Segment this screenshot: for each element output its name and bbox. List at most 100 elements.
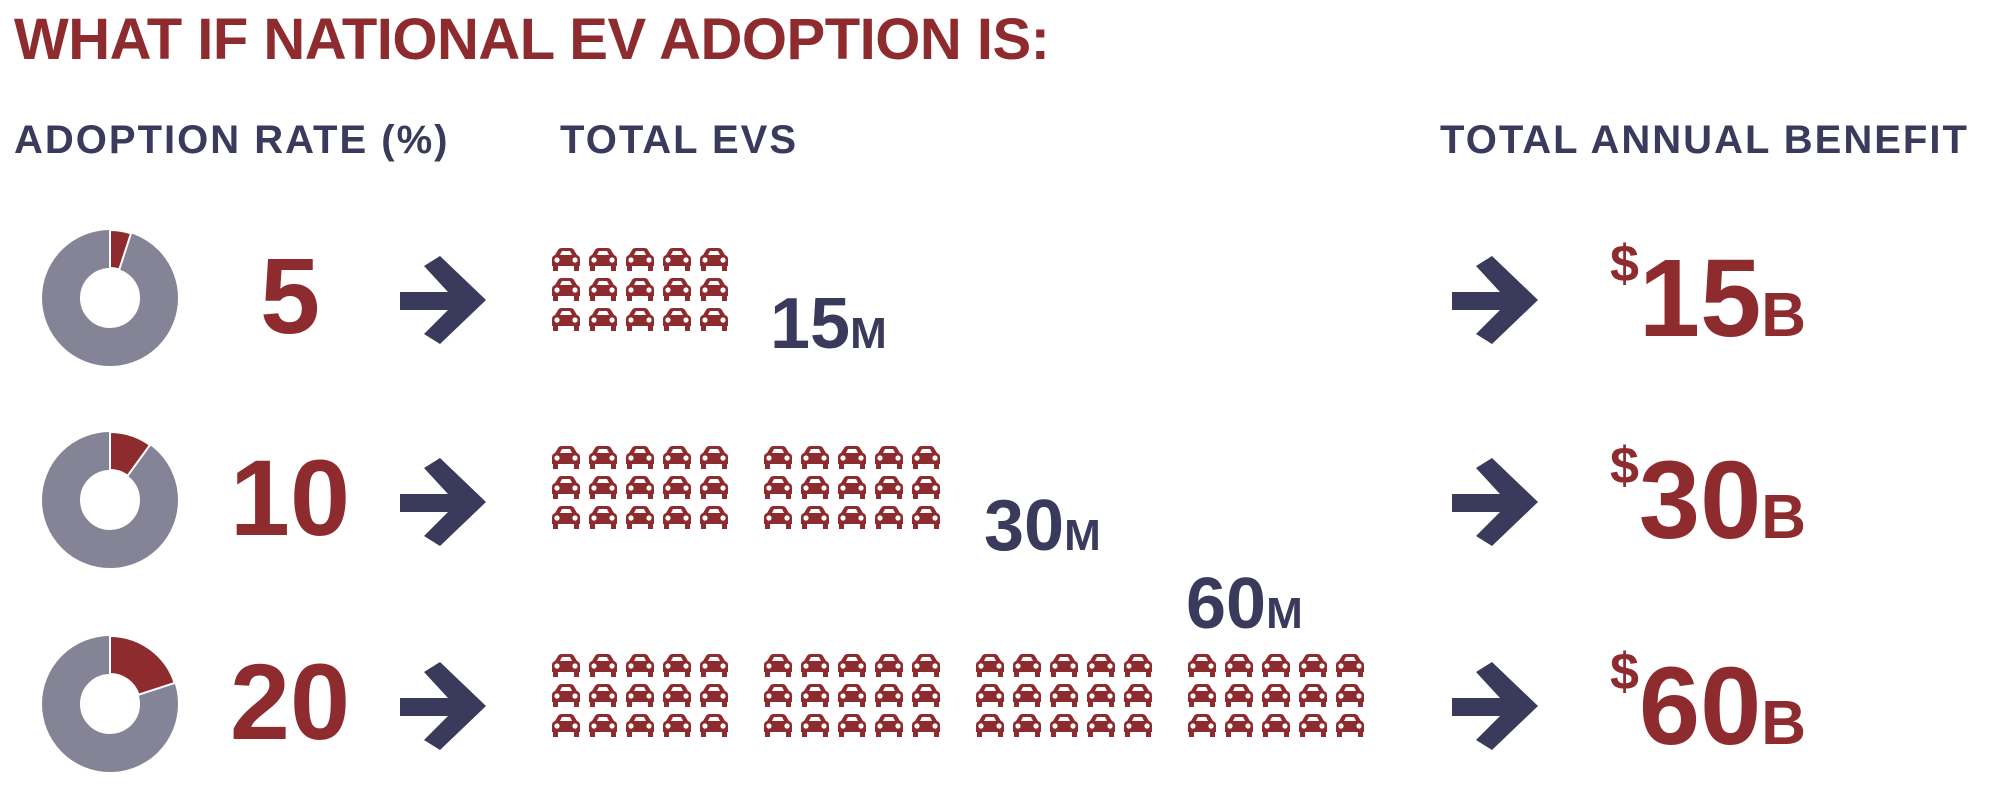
- car-icon: [626, 506, 654, 529]
- total-benefit-value: $15B: [1610, 235, 1807, 360]
- car-icon: [626, 684, 654, 707]
- car-icon: [700, 476, 728, 499]
- car-icon: [764, 446, 792, 469]
- car-icon: [875, 446, 903, 469]
- car-icon: [700, 446, 728, 469]
- car-icon-grid: [552, 654, 1364, 737]
- car-icon: [1299, 654, 1327, 677]
- car-icon: [1124, 654, 1152, 677]
- total-evs-value: 30M: [984, 486, 1101, 566]
- car-group: [764, 446, 940, 529]
- car-icon: [838, 684, 866, 707]
- right-arrow-icon: [400, 256, 486, 344]
- car-icon: [1124, 714, 1152, 737]
- car-icon: [589, 506, 617, 529]
- car-icon: [626, 308, 654, 331]
- car-icon: [912, 506, 940, 529]
- car-icon: [663, 446, 691, 469]
- car-icon: [552, 684, 580, 707]
- donut-chart-icon: [42, 634, 178, 772]
- car-icon: [1336, 684, 1364, 707]
- car-icon: [764, 506, 792, 529]
- car-icon: [626, 278, 654, 301]
- car-icon: [764, 714, 792, 737]
- car-icon: [912, 684, 940, 707]
- car-group: [552, 446, 728, 529]
- car-icon: [838, 446, 866, 469]
- car-icon: [1299, 714, 1327, 737]
- page-title: WHAT IF NATIONAL EV ADOPTION IS:: [14, 7, 1050, 72]
- car-icon: [626, 714, 654, 737]
- header-total-evs: TOTAL EVS: [560, 118, 799, 162]
- car-icon: [1188, 684, 1216, 707]
- car-icon: [976, 654, 1004, 677]
- total-evs-value: 15M: [770, 284, 887, 364]
- car-icon: [589, 308, 617, 331]
- car-icon: [1013, 714, 1041, 737]
- total-benefit-value: $30B: [1610, 437, 1807, 562]
- car-icon: [700, 308, 728, 331]
- car-group: [764, 654, 940, 737]
- car-icon: [838, 506, 866, 529]
- scenario-row-10: 10 30M $30B: [0, 424, 1990, 584]
- car-icon: [552, 248, 580, 271]
- car-icon: [589, 248, 617, 271]
- car-icon: [552, 446, 580, 469]
- car-icon: [801, 446, 829, 469]
- donut-adoption-slice: [109, 634, 176, 696]
- car-icon: [552, 506, 580, 529]
- car-icon: [1262, 684, 1290, 707]
- car-group: [552, 248, 728, 331]
- car-icon-grid: [552, 248, 728, 331]
- car-icon: [700, 714, 728, 737]
- car-icon: [626, 654, 654, 677]
- car-icon: [589, 714, 617, 737]
- right-arrow-icon: [1452, 458, 1538, 546]
- car-icon: [589, 684, 617, 707]
- car-icon: [875, 506, 903, 529]
- car-icon: [1262, 654, 1290, 677]
- car-icon: [700, 684, 728, 707]
- car-group: [552, 654, 728, 737]
- car-icon: [801, 654, 829, 677]
- car-icon: [912, 476, 940, 499]
- car-icon: [838, 714, 866, 737]
- car-icon: [1013, 654, 1041, 677]
- car-icon: [589, 278, 617, 301]
- car-icon: [1087, 714, 1115, 737]
- car-icon: [875, 476, 903, 499]
- car-icon: [1188, 654, 1216, 677]
- donut-adoption-slice: [109, 228, 133, 271]
- car-icon: [663, 476, 691, 499]
- car-icon: [1225, 684, 1253, 707]
- car-group: [976, 654, 1152, 737]
- car-icon: [1050, 714, 1078, 737]
- car-icon: [1262, 714, 1290, 737]
- car-icon: [700, 654, 728, 677]
- car-icon: [552, 308, 580, 331]
- car-icon: [663, 684, 691, 707]
- car-icon: [801, 714, 829, 737]
- donut-chart-icon: [42, 228, 178, 366]
- car-group: [1188, 654, 1364, 737]
- car-icon: [626, 248, 654, 271]
- car-icon: [1188, 714, 1216, 737]
- car-icon: [1336, 714, 1364, 737]
- car-icon-grid: [552, 446, 940, 529]
- car-icon: [875, 684, 903, 707]
- car-icon: [552, 278, 580, 301]
- car-icon: [552, 714, 580, 737]
- car-icon: [552, 476, 580, 499]
- car-icon: [1050, 684, 1078, 707]
- scenario-row-20: 20 60M $60B: [0, 568, 1990, 786]
- car-icon: [1087, 684, 1115, 707]
- right-arrow-icon: [400, 458, 486, 546]
- car-icon: [626, 446, 654, 469]
- car-icon: [552, 654, 580, 677]
- donut-chart-icon: [42, 430, 178, 568]
- car-icon: [663, 278, 691, 301]
- car-icon: [589, 654, 617, 677]
- car-icon: [589, 446, 617, 469]
- car-icon: [626, 476, 654, 499]
- car-icon: [801, 684, 829, 707]
